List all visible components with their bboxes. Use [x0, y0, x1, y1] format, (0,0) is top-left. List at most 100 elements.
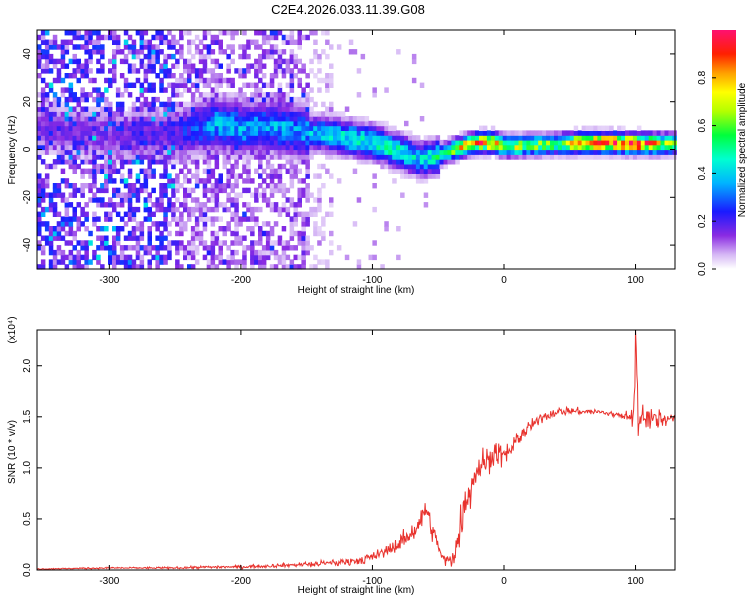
spectrogram-cell — [360, 144, 366, 151]
spectrogram-cell — [151, 63, 156, 69]
snr-x-ticks: -300 -200 -100 0 100 — [99, 330, 644, 587]
spectrogram-cell — [104, 34, 109, 41]
spectrogram-cell — [37, 135, 42, 141]
spectrogram-cell — [104, 87, 109, 93]
spectrogram-cell — [467, 139, 472, 146]
spectrogram-cell — [261, 187, 267, 194]
spectrogram-cell — [163, 63, 168, 69]
spectrogram-cell — [498, 144, 504, 151]
spectrogram-cell — [48, 39, 54, 45]
spectrogram-cell — [76, 111, 81, 117]
spectrogram-cell — [37, 144, 42, 151]
spectrogram-cell — [463, 139, 468, 146]
spectrogram-cell — [202, 216, 208, 222]
spectrogram-cell — [171, 87, 176, 93]
spectrogram-cell — [202, 206, 208, 213]
spectrogram-cell — [84, 30, 89, 36]
spectrogram-cell — [230, 197, 235, 203]
spectrogram-cell — [210, 197, 216, 203]
spectrogram-cell — [601, 139, 606, 146]
spectrogram-cell — [423, 154, 429, 160]
spectrogram-cell — [585, 130, 590, 136]
spectrogram-cell — [143, 120, 149, 127]
spectrogram-cell — [644, 135, 650, 141]
spectrogram-cell — [254, 58, 259, 65]
spectrogram-cell — [198, 154, 204, 160]
spectrogram-cell — [131, 144, 137, 151]
spectrogram-cell — [506, 139, 512, 146]
spectrogram-cell — [463, 130, 468, 136]
spectrogram-cell — [92, 106, 97, 112]
spectrogram-cell — [183, 221, 188, 227]
spectrogram-cell — [163, 39, 168, 45]
spectrogram-cell — [265, 144, 271, 151]
spectrogram-cell — [84, 116, 89, 122]
spectrogram-cell — [84, 139, 89, 146]
spectrogram-cell — [427, 154, 433, 160]
spectrogram-cell — [214, 120, 220, 127]
spectrogram-cell — [629, 154, 634, 160]
spectrogram-cell — [135, 264, 141, 270]
spectrogram-cell — [72, 92, 77, 98]
spectrogram-cell — [108, 202, 113, 208]
spectrogram-cell — [76, 249, 81, 256]
spectrogram-cell — [179, 53, 184, 60]
spectrogram-cell — [534, 130, 539, 136]
spectrogram-cell — [147, 130, 152, 136]
spectrogram-y-label: Frequency (Hz) — [7, 116, 18, 185]
spectrogram-cell — [565, 154, 571, 160]
spectrogram-cell — [408, 173, 413, 179]
spectrogram-cell — [104, 125, 109, 131]
spectrogram-cell — [660, 144, 665, 151]
spectrogram-cell — [226, 135, 231, 141]
spectrogram-cell — [561, 135, 567, 141]
spectrogram-cell — [175, 149, 180, 155]
spectrogram-cell — [108, 178, 113, 184]
spectrogram-cell — [40, 149, 46, 155]
spectrogram-cell — [435, 149, 441, 155]
spectrogram-cell — [143, 73, 149, 79]
spectrogram-cell — [617, 144, 622, 151]
spectrogram-cell — [123, 82, 129, 88]
spectrogram-cell — [127, 168, 133, 174]
spectrogram-cell — [92, 30, 97, 36]
spectrogram-cell — [333, 111, 338, 117]
spectrogram-cell — [313, 120, 318, 127]
spectrogram-cell — [108, 34, 113, 41]
spectrogram-cell — [202, 254, 208, 261]
spectrogram-cell — [242, 149, 247, 155]
spectrogram-cell — [143, 30, 149, 36]
spectrogram-cell — [269, 101, 275, 108]
spectrogram-cell — [37, 221, 42, 227]
spectrogram-cell — [127, 259, 133, 265]
spectrogram-cell — [640, 154, 646, 160]
spectrogram-cell — [265, 183, 271, 189]
spectrogram-cell — [127, 82, 133, 88]
spectrogram-cell — [76, 226, 81, 232]
spectrogram-cell — [309, 245, 314, 251]
spectrogram-cell — [400, 159, 405, 165]
spectrogram-cell — [163, 34, 168, 41]
spectrogram-cell — [325, 154, 330, 160]
spectrogram-cell — [214, 254, 220, 261]
spectrogram-cell — [131, 125, 137, 131]
spectrogram-cell — [56, 230, 62, 237]
spectrogram-cell — [344, 116, 350, 122]
spectrogram-cell — [167, 101, 172, 108]
spectrogram-cell — [194, 34, 200, 41]
spectrogram-cell — [246, 163, 251, 170]
spectrogram-cell — [297, 44, 302, 50]
spectrogram-cell — [329, 125, 334, 131]
spectrogram-cell — [60, 192, 66, 198]
spectrogram-cell — [143, 96, 149, 103]
spectrogram-cell — [143, 206, 149, 213]
spectrogram-cell — [336, 154, 342, 160]
spectrogram-cell — [60, 63, 66, 69]
spectrogram-cell — [321, 163, 326, 170]
spectrogram-cell — [131, 82, 137, 88]
spectrogram-cell — [80, 73, 85, 79]
spectrogram-cell — [167, 135, 172, 141]
spectrogram-cell — [159, 259, 164, 265]
spectrogram-cell — [92, 116, 97, 122]
spectrogram-cell — [40, 259, 46, 265]
